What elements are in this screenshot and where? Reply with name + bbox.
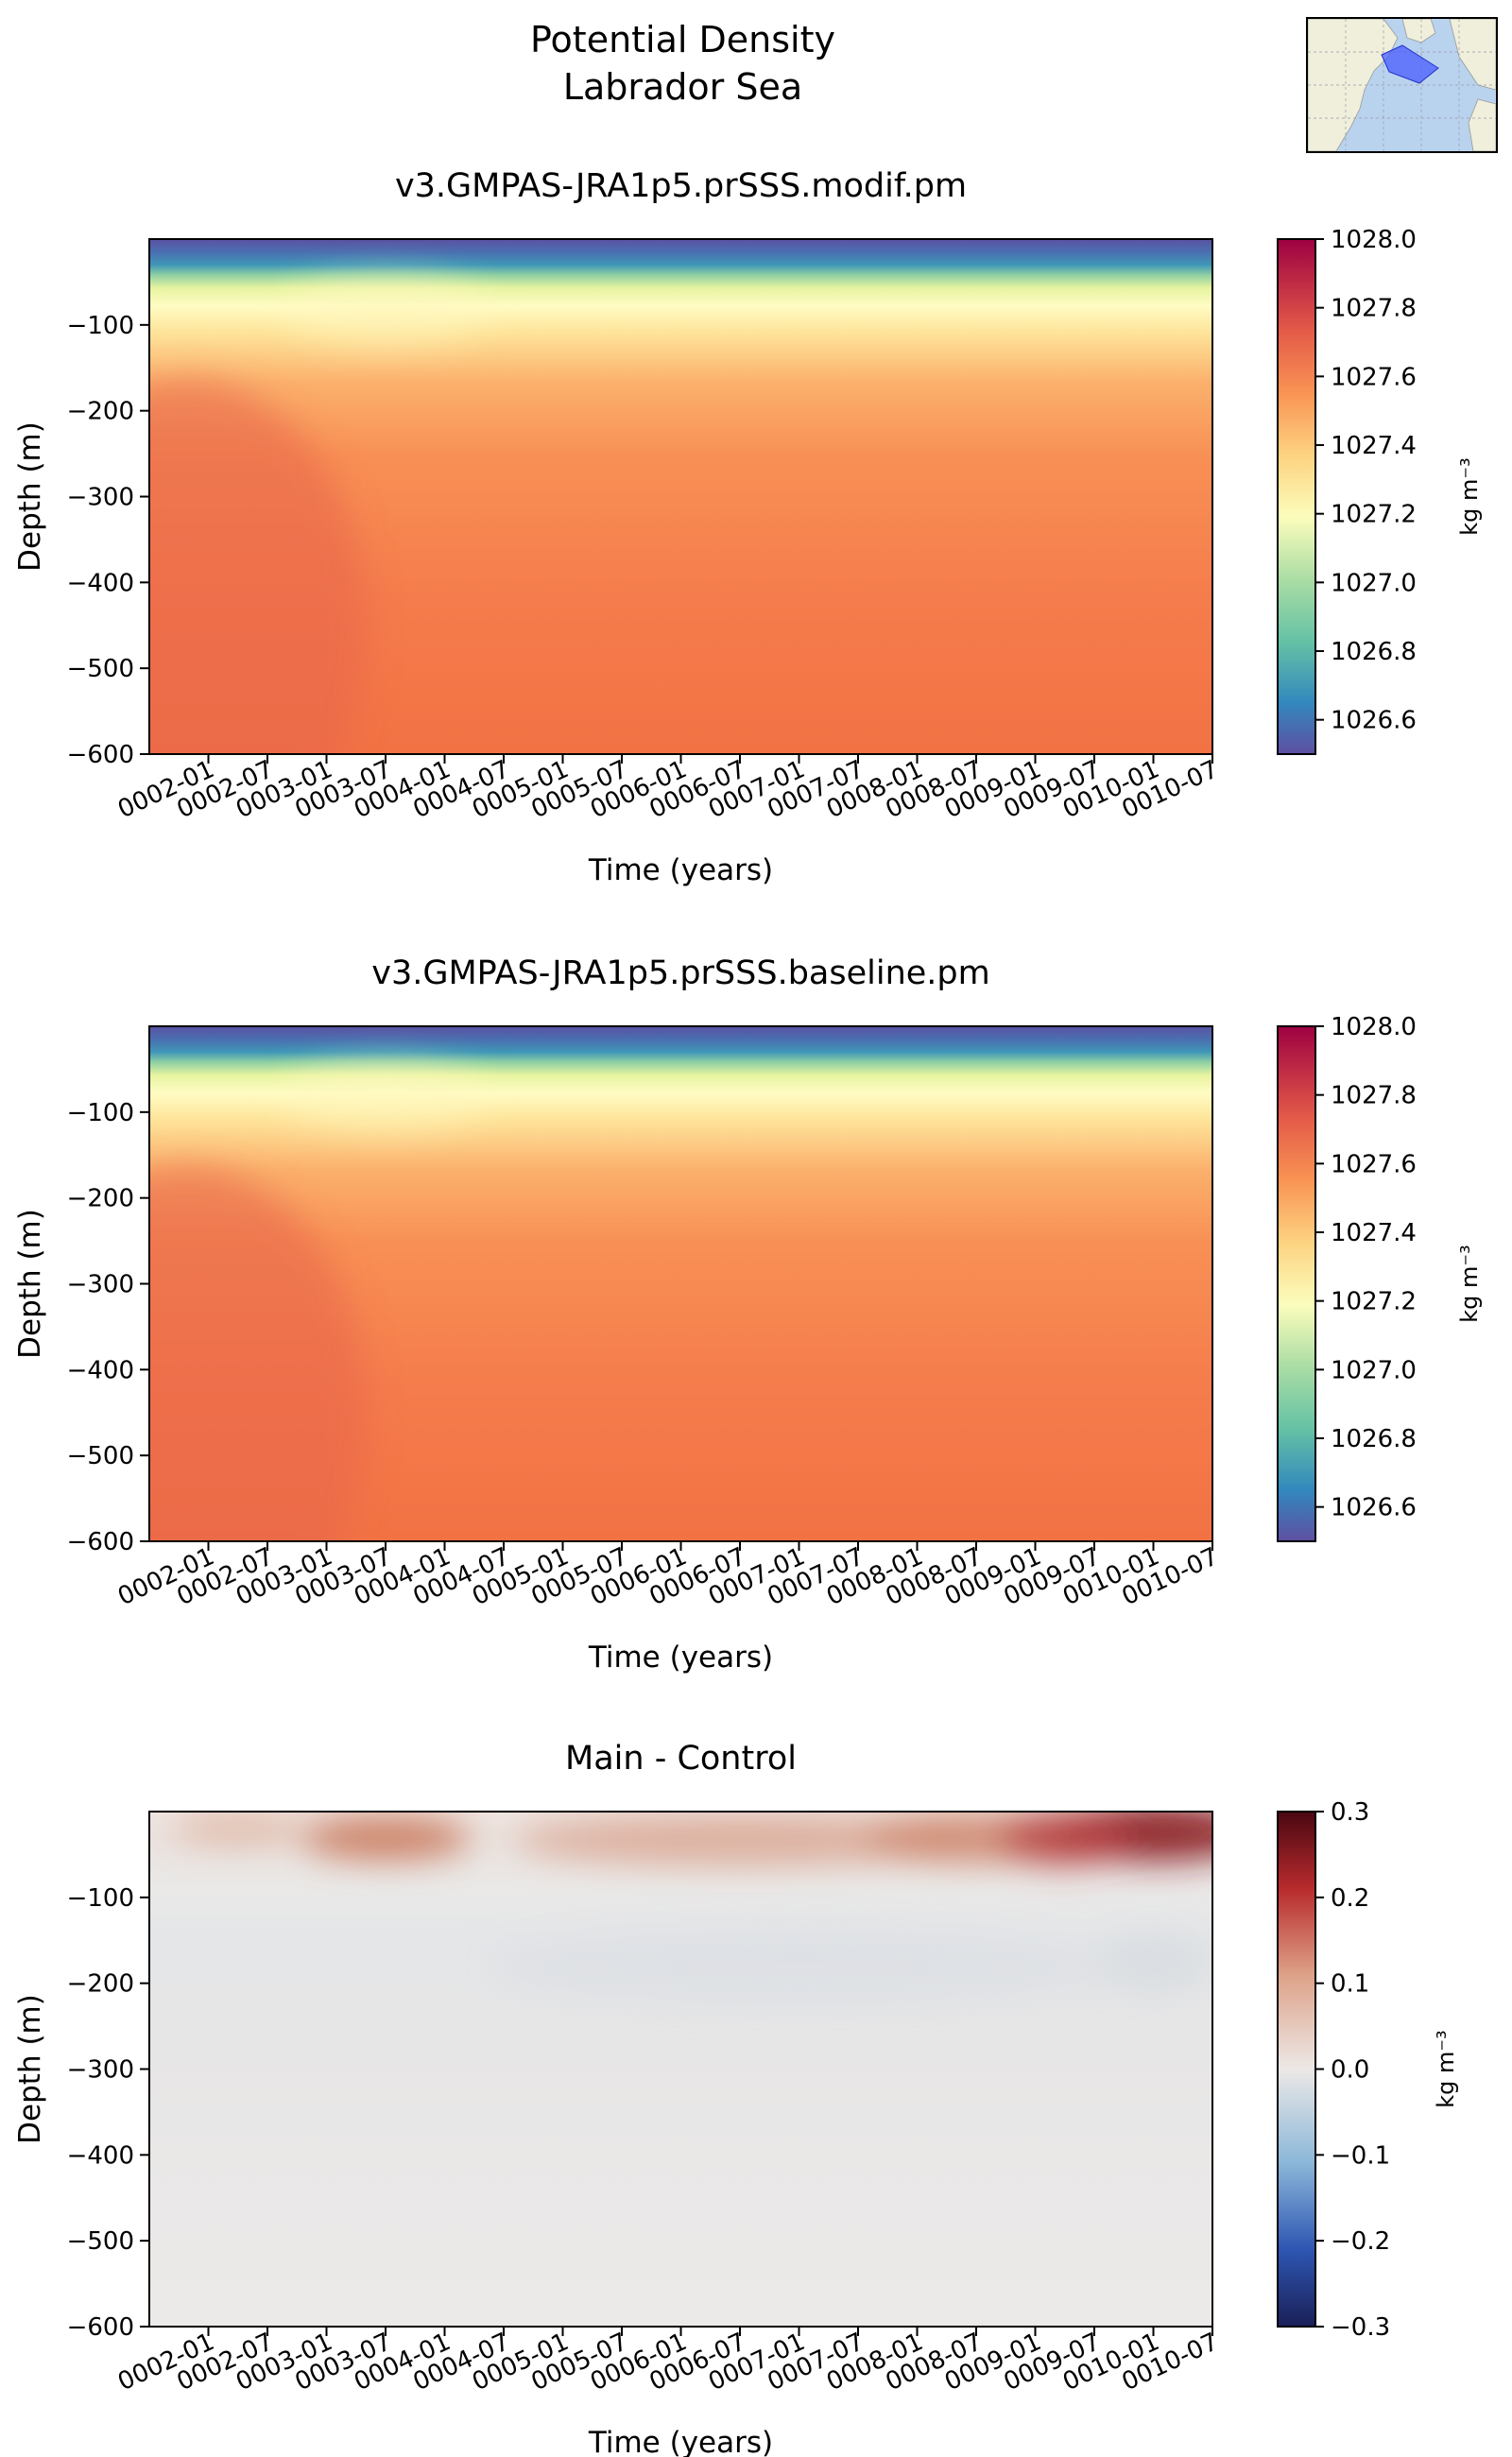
colorbar-tick-label: 1027.6 xyxy=(1331,363,1417,391)
x-axis-label: Time (years) xyxy=(588,2426,773,2457)
colorbar-tick-label: 1027.2 xyxy=(1331,501,1417,529)
colorbar-tick-label: 0.2 xyxy=(1331,1884,1369,1913)
colorbar-tick-label: 1028.0 xyxy=(1331,1013,1417,1041)
panel-title: Main - Control xyxy=(565,1740,797,1778)
heatmap-overlay xyxy=(149,277,490,754)
colorbar-tick-label: 1027.8 xyxy=(1331,1082,1417,1110)
y-axis-label: Depth (m) xyxy=(13,421,47,572)
heatmap-panel-2: v3.GMPAS-JRA1p5.prSSS.baseline.pm −100 −20… xyxy=(13,954,1483,1675)
colorbar-label: kg m⁻³ xyxy=(1456,1245,1483,1322)
y-axis-label: Depth (m) xyxy=(13,1209,47,1359)
y-tick-label: −300 xyxy=(67,2056,134,2085)
y-tick-label: −300 xyxy=(67,1271,134,1299)
y-tick-label: −500 xyxy=(67,655,134,683)
heatmap-panel-3: Main - Control−100−200−300−400−500−60000… xyxy=(13,1740,1459,2457)
heatmap-field xyxy=(149,1812,1212,2327)
y-tick-label: −100 xyxy=(67,1099,134,1127)
colorbar-label: kg m⁻³ xyxy=(1456,457,1483,535)
colorbar-tick-label: 1026.8 xyxy=(1331,1425,1417,1453)
region-map-icon xyxy=(1306,17,1498,153)
heatmap-overlay xyxy=(171,1812,1212,2005)
figure-title: Potential Density xyxy=(529,19,836,60)
colorbar-tick-label: −0.1 xyxy=(1331,2141,1390,2170)
colorbar-tick-label: 1027.0 xyxy=(1331,569,1417,597)
colorbar-tick-label: 1026.6 xyxy=(1331,707,1417,735)
y-tick-label: −600 xyxy=(67,741,134,769)
colorbar-tick-label: 0.0 xyxy=(1331,2056,1369,2085)
y-tick-label: −400 xyxy=(67,2141,134,2170)
colorbar-tick-label: −0.3 xyxy=(1331,2313,1390,2342)
colorbar-tick-label: 0.1 xyxy=(1331,1970,1369,1999)
colorbar-tick-label: 1027.2 xyxy=(1331,1288,1417,1316)
colorbar-tick-label: −0.2 xyxy=(1331,2227,1390,2256)
y-tick-label: −500 xyxy=(67,1442,134,1470)
y-tick-label: −200 xyxy=(67,1970,134,1999)
colorbar xyxy=(1277,238,1316,755)
colorbar-tick-label: 1027.4 xyxy=(1331,432,1417,460)
y-tick-label: −400 xyxy=(67,569,134,597)
colorbar-label: kg m⁻³ xyxy=(1433,2030,1459,2107)
y-axis-label: Depth (m) xyxy=(13,1994,47,2144)
colorbar-tick-label: 0.3 xyxy=(1331,1798,1369,1827)
figure-subtitle: Labrador Sea xyxy=(562,66,803,108)
colorbar-tick-label: 1026.8 xyxy=(1331,638,1417,666)
colorbar xyxy=(1277,1811,1316,2328)
colorbar xyxy=(1277,1025,1316,1542)
y-tick-label: −600 xyxy=(67,2313,134,2342)
panel-title: v3.GMPAS-JRA1p5.prSSS.baseline.pm xyxy=(371,954,990,992)
colorbar-tick-label: 1027.6 xyxy=(1331,1150,1417,1178)
heatmap-overlay xyxy=(149,1064,490,1541)
x-axis-label: Time (years) xyxy=(588,853,773,887)
heatmap-panel-1: v3.GMPAS-JRA1p5.prSSS.modif.pm −100 −200 −3… xyxy=(13,167,1483,887)
y-tick-label: −600 xyxy=(67,1528,134,1556)
y-tick-label: −500 xyxy=(67,2227,134,2256)
y-tick-label: −100 xyxy=(67,312,134,340)
colorbar-tick-label: 1028.0 xyxy=(1331,226,1417,254)
colorbar-tick-label: 1027.0 xyxy=(1331,1356,1417,1384)
y-tick-label: −400 xyxy=(67,1356,134,1384)
panel-title: v3.GMPAS-JRA1p5.prSSS.modif.pm xyxy=(395,167,967,205)
y-tick-label: −300 xyxy=(67,484,134,512)
colorbar-tick-label: 1027.4 xyxy=(1331,1219,1417,1247)
y-tick-label: −200 xyxy=(67,398,134,426)
y-tick-label: −200 xyxy=(67,1185,134,1213)
colorbar-tick-label: 1027.8 xyxy=(1331,295,1417,323)
colorbar-tick-label: 1026.6 xyxy=(1331,1494,1417,1522)
x-axis-label: Time (years) xyxy=(588,1641,773,1675)
y-tick-label: −100 xyxy=(67,1884,134,1913)
